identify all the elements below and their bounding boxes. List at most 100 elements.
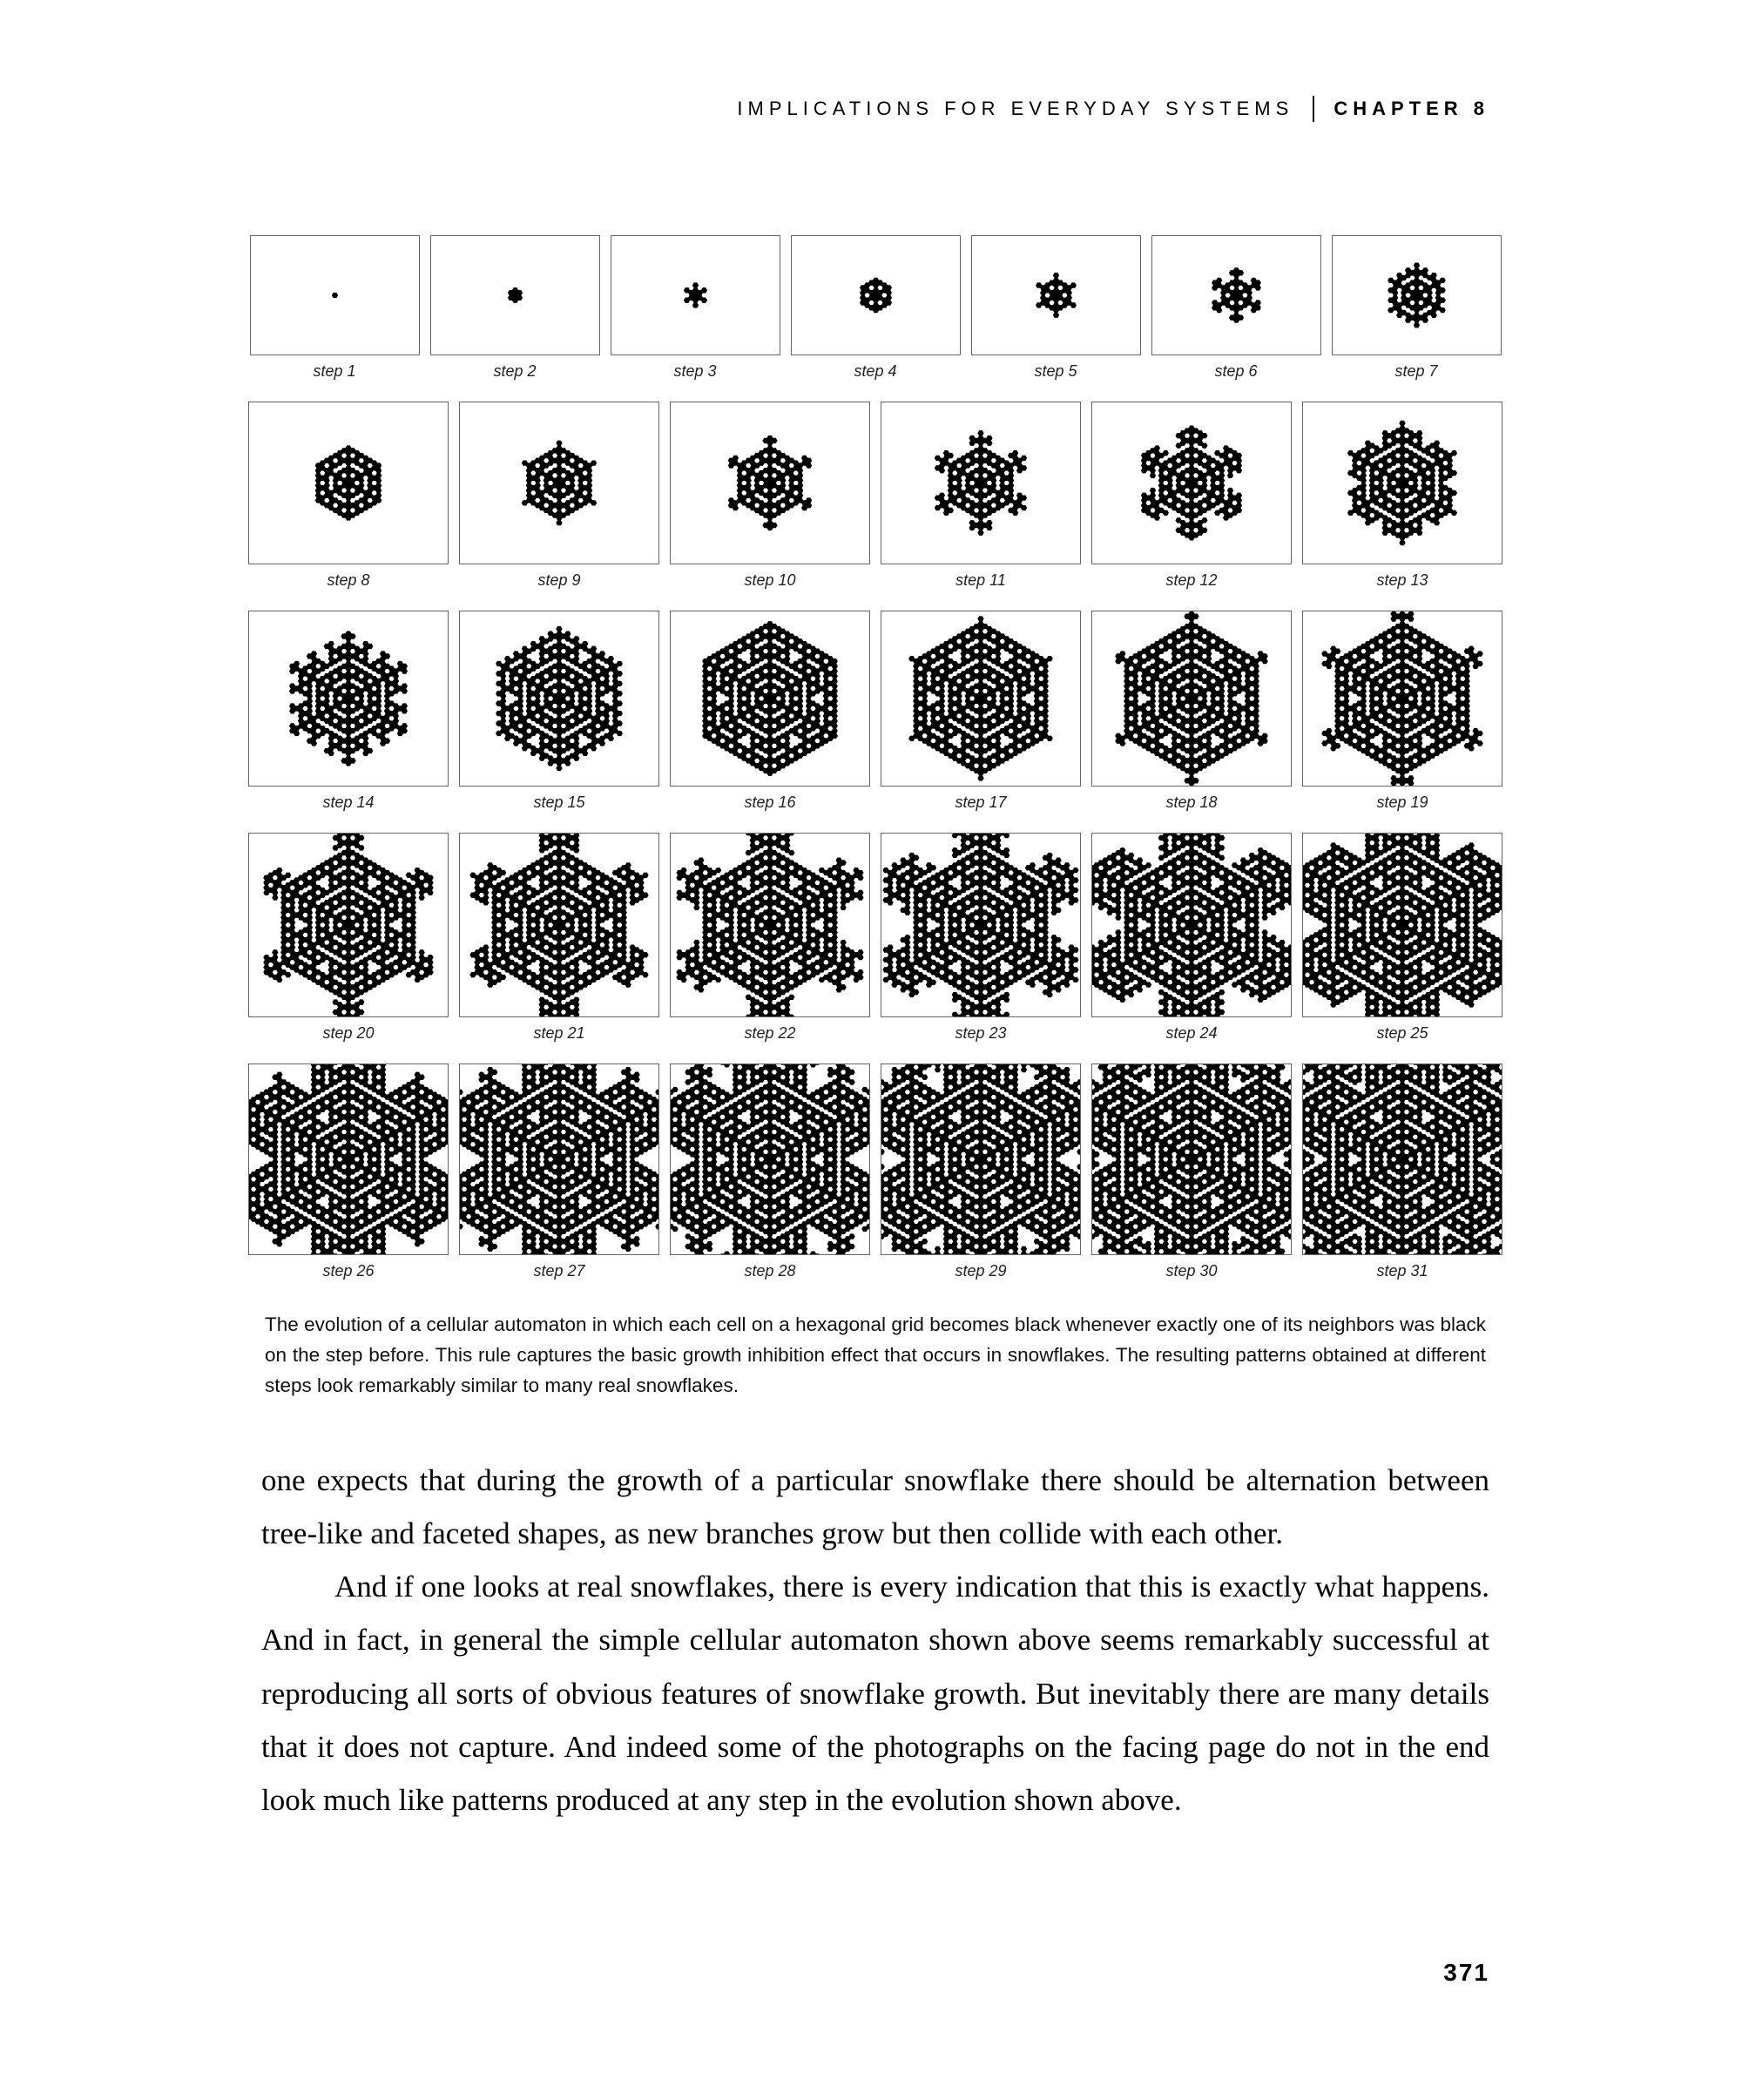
figure-step-label: step 14 — [322, 793, 374, 812]
figure-box — [881, 1064, 1081, 1255]
figure-cell-step-14: step 14 — [248, 611, 449, 824]
figure-cell-step-8: step 8 — [248, 402, 449, 602]
figure-cell-step-23: step 23 — [881, 833, 1081, 1055]
figure-step-label: step 13 — [1376, 571, 1428, 590]
figure-box — [248, 611, 449, 787]
figure-step-label: step 24 — [1165, 1024, 1217, 1043]
figure-cell-step-26: step 26 — [248, 1064, 449, 1293]
figure-step-label: step 9 — [537, 571, 580, 590]
figure-cell-step-5: step 5 — [971, 235, 1141, 393]
figure-cell-step-28: step 28 — [670, 1064, 870, 1293]
figure-row: step 20step 21step 22step 23step 24step … — [261, 833, 1489, 1055]
figure-step-label: step 5 — [1034, 362, 1077, 381]
figure-cell-step-7: step 7 — [1332, 235, 1502, 393]
figure-box — [248, 833, 449, 1017]
figure-cell-step-22: step 22 — [670, 833, 870, 1055]
figure-box — [1091, 833, 1292, 1017]
figure-cell-step-24: step 24 — [1091, 833, 1292, 1055]
figure-cell-step-9: step 9 — [459, 402, 659, 602]
body-text: one expects that during the growth of a … — [261, 1454, 1489, 1827]
figure-box — [1151, 235, 1321, 355]
figure-box — [881, 833, 1081, 1017]
figure-box — [670, 1064, 870, 1255]
figure-row: step 8 step 9 step 10 step 11 step 12 step 13 — [261, 402, 1489, 602]
figure-box — [1091, 1064, 1292, 1255]
figure-cell-step-20: step 20 — [248, 833, 449, 1055]
figure-step-label: step 17 — [955, 793, 1006, 812]
figure-cell-step-15: step 15 — [459, 611, 659, 824]
figure-step-label: step 18 — [1165, 793, 1217, 812]
body-paragraph-2: And if one looks at real snowflakes, the… — [261, 1560, 1489, 1827]
figure-box — [250, 235, 420, 355]
figure-box — [1302, 402, 1502, 564]
figure-step-label: step 29 — [955, 1262, 1006, 1280]
figure-box — [1302, 611, 1502, 787]
body-paragraph-1: one expects that during the growth of a … — [261, 1454, 1489, 1561]
header-divider — [1313, 96, 1314, 122]
figure-step-label: step 28 — [744, 1262, 795, 1280]
figure-cell-step-27: step 27 — [459, 1064, 659, 1293]
figure-step-label: step 12 — [1165, 571, 1217, 590]
figure-box — [670, 833, 870, 1017]
figure-box — [459, 833, 659, 1017]
figure-cell-step-10: step 10 — [670, 402, 870, 602]
figure-box — [248, 1064, 449, 1255]
figure-cell-step-12: step 12 — [1091, 402, 1292, 602]
figure-cell-step-21: step 21 — [459, 833, 659, 1055]
figure-step-label: step 16 — [744, 793, 795, 812]
figure-box — [611, 235, 780, 355]
figure-cell-step-31: step 31 — [1302, 1064, 1502, 1293]
figure-box — [430, 235, 600, 355]
figure-box — [881, 611, 1081, 787]
figure-row: step 14 step 15 step 16 step 17 step 18 step … — [261, 611, 1489, 824]
figure-cell-step-25: step 25 — [1302, 833, 1502, 1055]
figure-step-label: step 22 — [744, 1024, 795, 1043]
figure-box — [881, 402, 1081, 564]
figure-box — [459, 1064, 659, 1255]
figure-step-label: step 26 — [322, 1262, 374, 1280]
header-section: IMPLICATIONS FOR EVERYDAY SYSTEMS — [737, 98, 1293, 120]
figure-step-label: step 27 — [533, 1262, 584, 1280]
figure-step-label: step 15 — [533, 793, 584, 812]
figure-cell-step-11: step 11 — [881, 402, 1081, 602]
figure-cell-step-2: step 2 — [430, 235, 600, 393]
figure-box — [1091, 402, 1292, 564]
figure-row: step 1 step 2 step 3 step 4 step 5 step 6 step… — [261, 235, 1489, 393]
figure-cell-step-3: step 3 — [611, 235, 780, 393]
figure-step-label: step 6 — [1214, 362, 1257, 381]
figure-box — [1302, 833, 1502, 1017]
figure-row: step 26step 27step 28step 29step 30step … — [261, 1064, 1489, 1293]
header-chapter: CHAPTER 8 — [1334, 98, 1489, 120]
figure-box — [459, 402, 659, 564]
figure-box — [1302, 1064, 1502, 1255]
figure-step-label: step 10 — [744, 571, 795, 590]
figure-cell-step-6: step 6 — [1151, 235, 1321, 393]
figure-step-label: step 19 — [1376, 793, 1428, 812]
figure-step-label: step 11 — [955, 571, 1006, 590]
figure-box — [670, 611, 870, 787]
figure-box — [1332, 235, 1502, 355]
figure-step-label: step 23 — [955, 1024, 1006, 1043]
figure-cell-step-17: step 17 — [881, 611, 1081, 824]
figure-step-label: step 21 — [533, 1024, 584, 1043]
page-number: 371 — [1443, 1959, 1489, 1987]
figure-cell-step-16: step 16 — [670, 611, 870, 824]
figure-step-label: step 20 — [322, 1024, 374, 1043]
figure-box — [971, 235, 1141, 355]
figure-box — [791, 235, 961, 355]
figure-box — [1091, 611, 1292, 787]
figure-cell-step-1: step 1 — [250, 235, 420, 393]
figure-step-label: step 2 — [493, 362, 536, 381]
figure-cell-step-19: step 19 — [1302, 611, 1502, 824]
figure-cell-step-4: step 4 — [791, 235, 961, 393]
figure-step-label: step 31 — [1376, 1262, 1428, 1280]
figure-step-label: step 7 — [1394, 362, 1437, 381]
running-head: IMPLICATIONS FOR EVERYDAY SYSTEMS CHAPTE… — [737, 96, 1489, 122]
figure-caption: The evolution of a cellular automaton in… — [265, 1310, 1486, 1401]
figure-cell-step-13: step 13 — [1302, 402, 1502, 602]
figure-step-label: step 1 — [313, 362, 355, 381]
figure-cell-step-18: step 18 — [1091, 611, 1292, 824]
figure-step-label: step 4 — [854, 362, 896, 381]
figure-step-label: step 8 — [327, 571, 369, 590]
figure-box — [248, 402, 449, 564]
